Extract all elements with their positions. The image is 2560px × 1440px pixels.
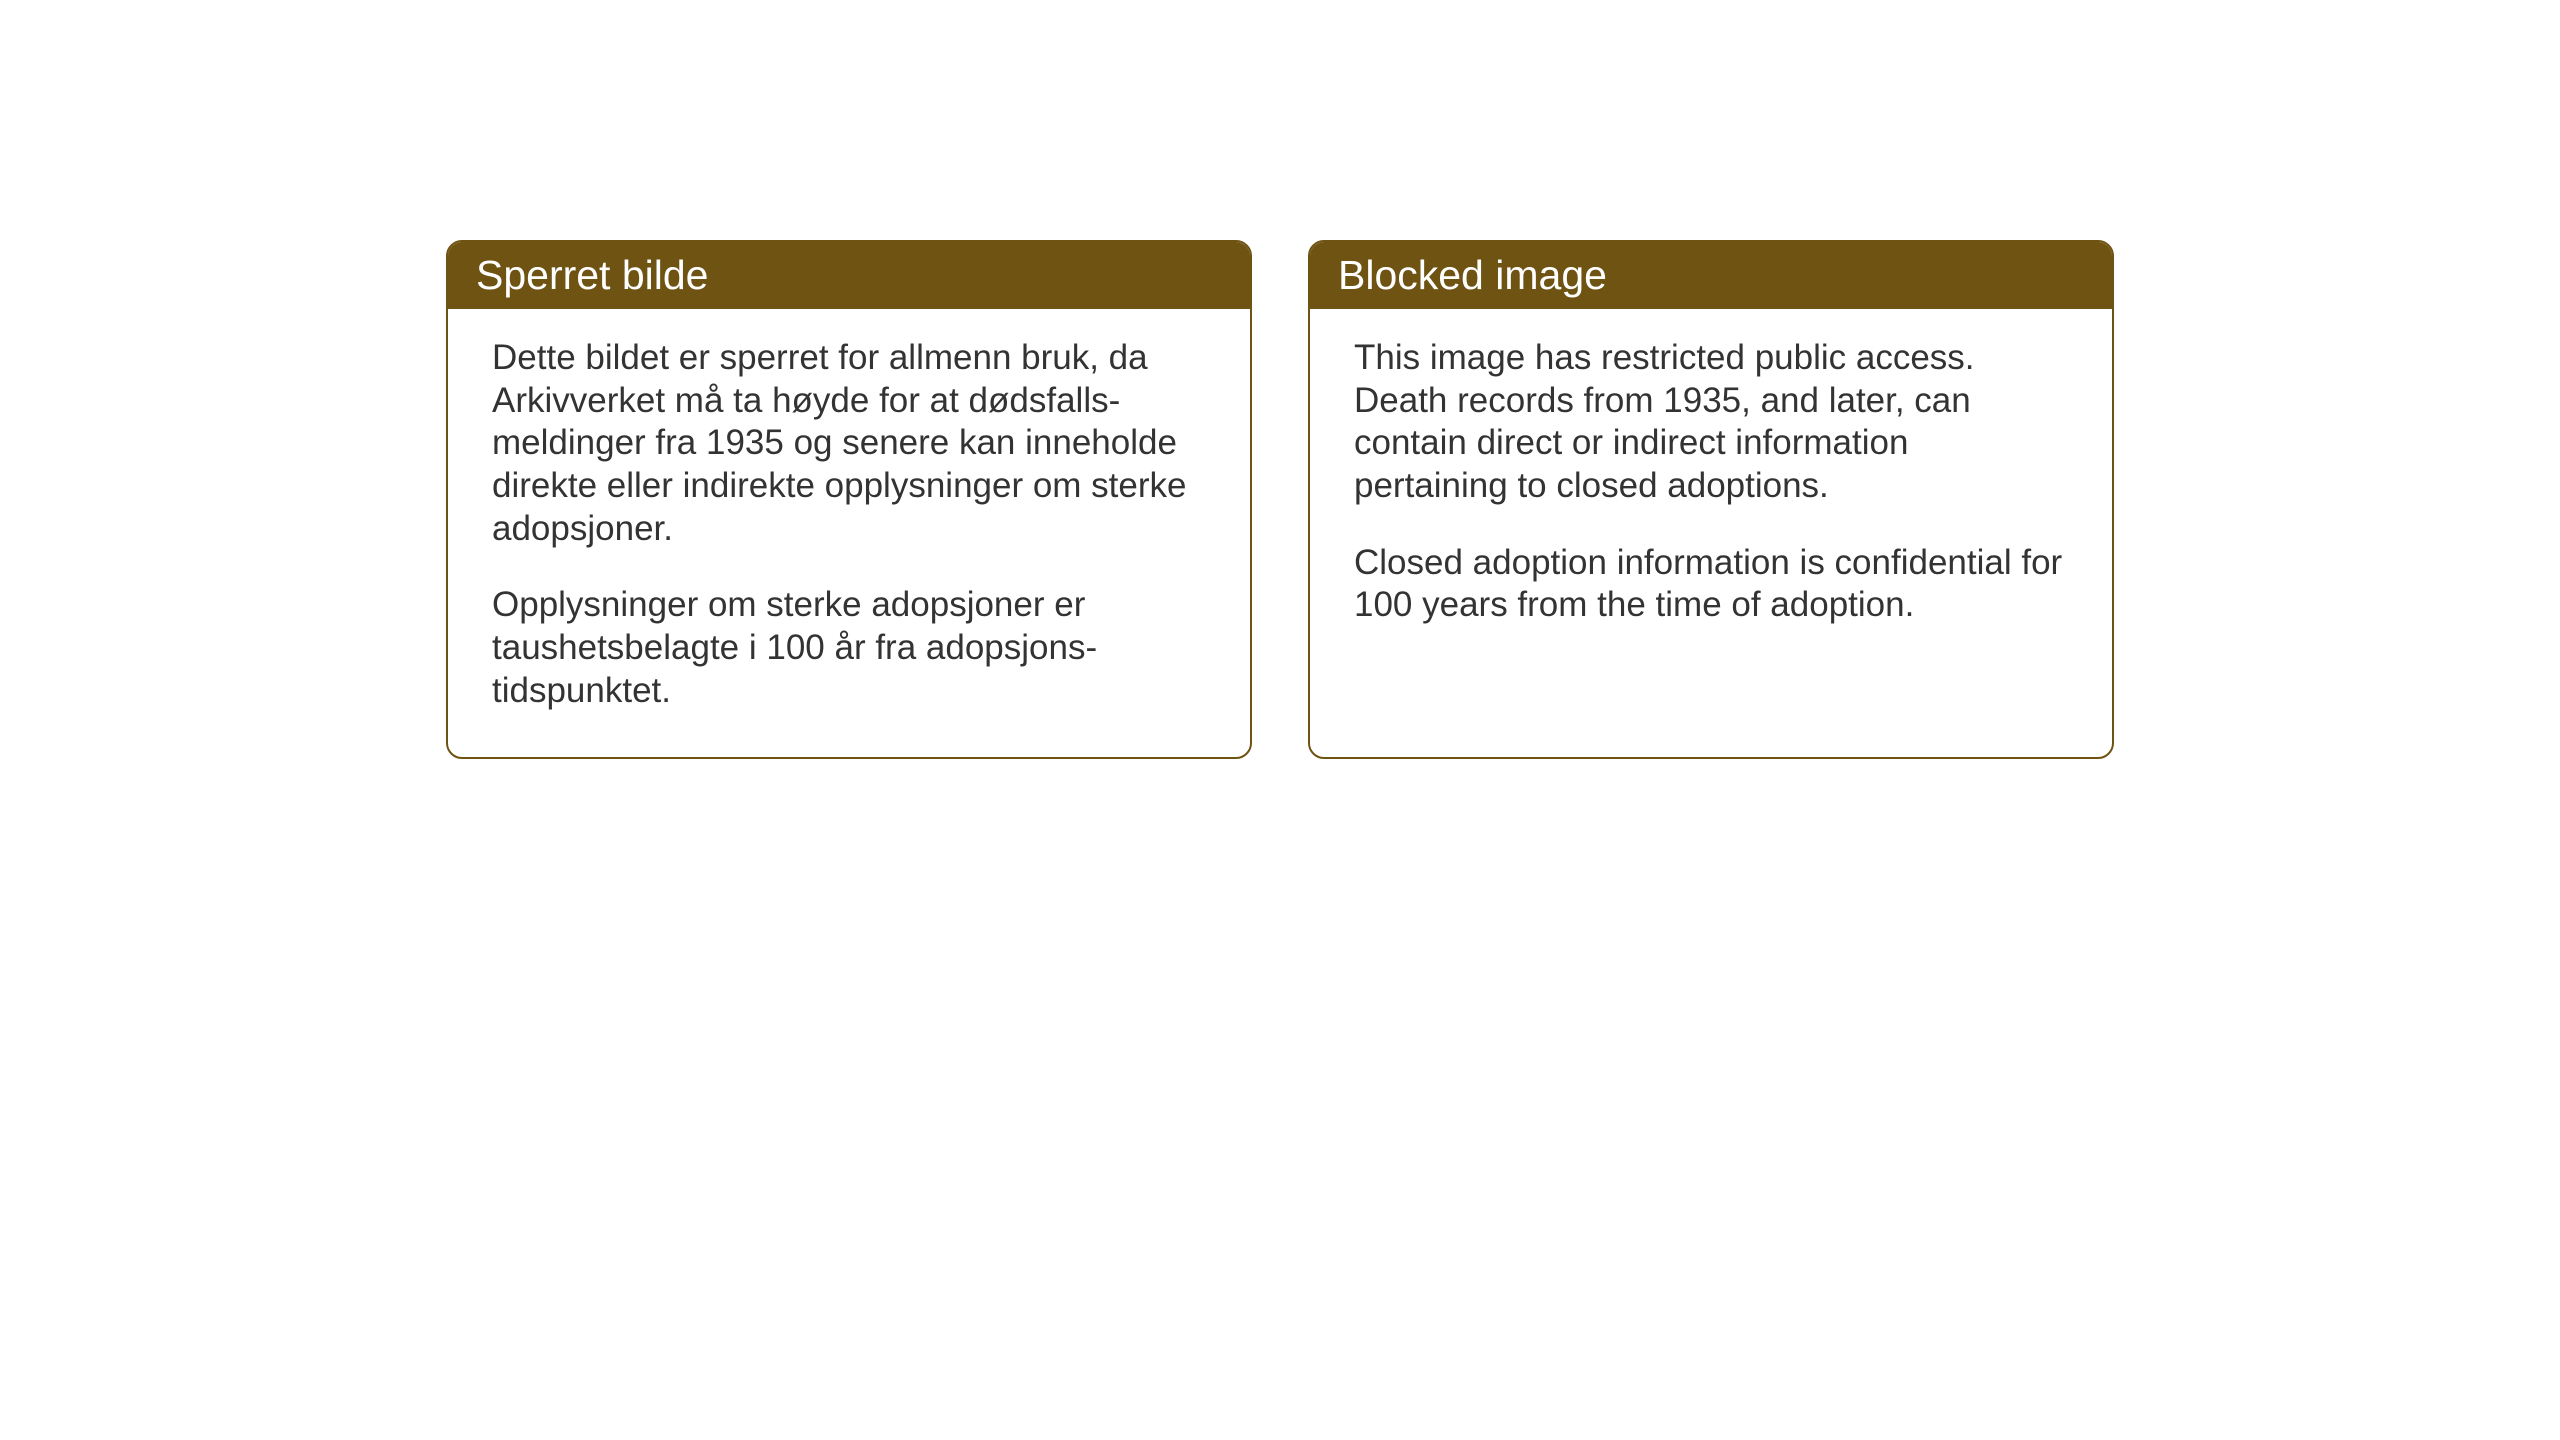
norwegian-paragraph-1: Dette bildet er sperret for allmenn bruk…	[492, 337, 1206, 550]
english-card-title: Blocked image	[1310, 242, 2112, 309]
english-paragraph-1: This image has restricted public access.…	[1354, 337, 2068, 508]
norwegian-notice-card: Sperret bilde Dette bildet er sperret fo…	[446, 240, 1252, 759]
notice-container: Sperret bilde Dette bildet er sperret fo…	[446, 240, 2114, 759]
english-card-body: This image has restricted public access.…	[1310, 309, 2112, 757]
english-paragraph-2: Closed adoption information is confident…	[1354, 542, 2068, 627]
norwegian-card-body: Dette bildet er sperret for allmenn bruk…	[448, 309, 1250, 757]
english-notice-card: Blocked image This image has restricted …	[1308, 240, 2114, 759]
norwegian-paragraph-2: Opplysninger om sterke adopsjoner er tau…	[492, 584, 1206, 712]
norwegian-card-title: Sperret bilde	[448, 242, 1250, 309]
